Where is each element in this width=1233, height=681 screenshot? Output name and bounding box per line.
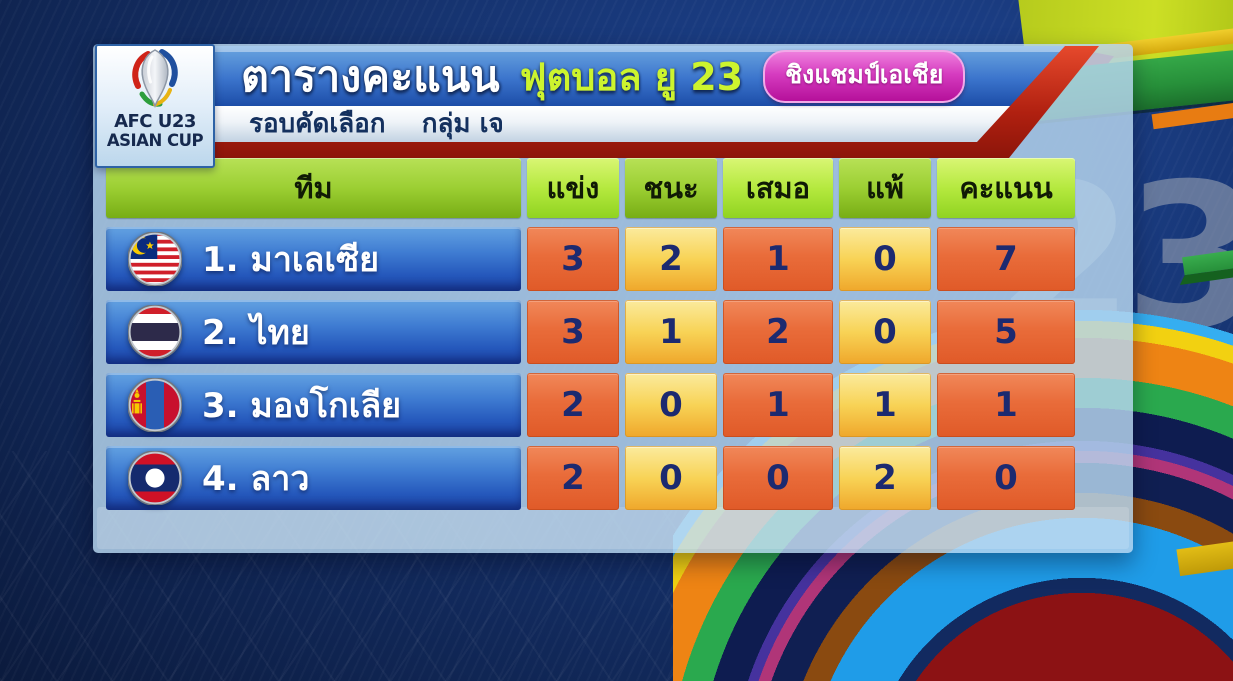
col-header-drawn: เสมอ [723,158,833,218]
team-name: 1. มาเลเซีย [202,240,379,280]
cell-played: 2 [527,446,619,510]
cell-points: 5 [937,300,1075,364]
cell-drawn: 0 [723,446,833,510]
cell-drawn: 1 [723,227,833,291]
cell-points: 7 [937,227,1075,291]
team-name: 3. มองโกเลีย [202,386,402,426]
thailand-flag-icon [128,305,182,359]
cell-lost: 2 [839,446,931,510]
cell-won: 0 [625,446,717,510]
cell-drawn: 1 [723,373,833,437]
cell-lost: 0 [839,300,931,364]
trophy-icon [132,49,178,109]
team-name: 2. ไทย [202,313,310,353]
cell-drawn: 2 [723,300,833,364]
banner-title-row: ตารางคะแนน ฟุตบอล ยู 23 ชิงแชมป์เอเชีย [215,46,966,106]
page-title: ตารางคะแนน [241,52,500,102]
cell-lost: 0 [839,227,931,291]
logo-text: AFC U23 ASIAN CUP [106,111,204,150]
cell-played: 3 [527,227,619,291]
logo-line2: ASIAN CUP [106,130,204,150]
cell-points: 1 [937,373,1075,437]
cell-won: 1 [625,300,717,364]
col-header-team: ทีม [106,158,521,218]
cell-won: 2 [625,227,717,291]
table-row-team-malaysia: 1. มาเลเซีย [106,227,521,291]
table-row-team-mongolia: 3. มองโกเลีย [106,373,521,437]
col-header-lost: แพ้ [839,158,931,218]
table-row-team-laos: 4. ลาว [106,446,521,510]
col-header-played: แข่ง [527,158,619,218]
malaysia-flag-icon [128,232,182,286]
cell-lost: 1 [839,373,931,437]
logo-line1: AFC U23 [114,111,196,132]
cell-points: 0 [937,446,1075,510]
col-header-won: ชนะ [625,158,717,218]
col-header-points: คะแนน [937,158,1075,218]
page-title-accent: ฟุตบอล ยู 23 [519,54,744,99]
cell-won: 0 [625,373,717,437]
championship-badge: ชิงแชมป์เอเชีย [763,49,966,103]
laos-flag-icon [128,451,182,505]
table-row-team-thailand: 2. ไทย [106,300,521,364]
cell-played: 3 [527,300,619,364]
afc-u23-logo: AFC U23 ASIAN CUP [95,44,215,168]
mongolia-flag-icon [128,378,182,432]
cell-played: 2 [527,373,619,437]
team-name: 4. ลาว [202,459,310,499]
round-group-subtitle: รอบคัดเลือก กลุ่ม เจ [249,109,504,139]
standings-table: ทีม แข่ง ชนะ เสมอ แพ้ คะแนน [106,158,1075,510]
